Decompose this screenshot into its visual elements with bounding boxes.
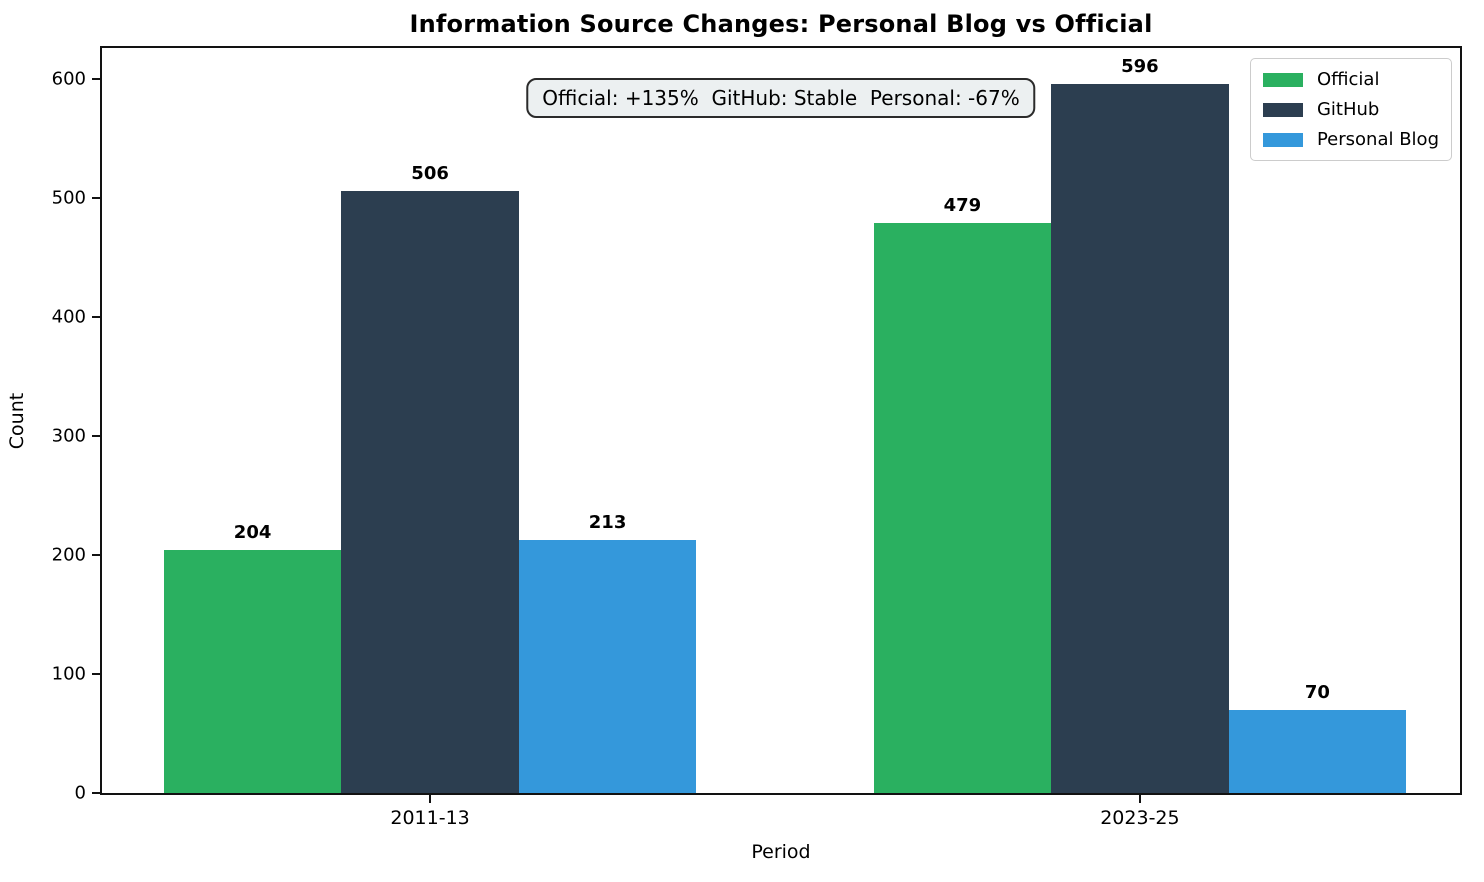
y-tick-label: 500: [51, 187, 86, 209]
bar-github-2023-25: 596: [1051, 56, 1229, 793]
legend: Official GitHub Personal Blog: [1249, 58, 1452, 161]
bar-value-label: 596: [1121, 55, 1159, 77]
legend-label: Personal Blog: [1316, 129, 1439, 150]
x-tick-mark: [429, 795, 432, 803]
bar-value-label: 506: [411, 162, 449, 184]
bar-value-label: 204: [233, 522, 272, 544]
y-tick-label: 600: [51, 68, 86, 90]
y-tick-label: 0: [74, 782, 86, 804]
bar-official-2011-13: 204: [163, 522, 342, 793]
y-tick-mark: [92, 196, 100, 199]
legend-swatch-icon: [1262, 72, 1303, 87]
bar-personal-blog-2023-25: 70: [1228, 682, 1407, 793]
legend-swatch-icon: [1262, 102, 1303, 117]
chart-title: Information Source Changes: Personal Blo…: [409, 10, 1153, 38]
y-tick-mark: [92, 315, 100, 318]
legend-swatch-icon: [1262, 132, 1303, 147]
y-tick-label: 200: [51, 544, 86, 566]
bar-official-2023-25: 479: [873, 195, 1052, 793]
bar-value-label: 213: [588, 511, 627, 533]
bar-value-label: 70: [1304, 681, 1330, 703]
y-tick-label: 300: [51, 425, 86, 447]
bar-github-2011-13: 506: [341, 163, 519, 793]
annotation-box: Official: +135% GitHub: Stable Personal:…: [526, 78, 1036, 118]
bar-personal-blog-2011-13: 213: [518, 512, 697, 793]
bar-value-label: 479: [943, 194, 982, 216]
y-tick-mark: [92, 673, 100, 675]
legend-item-personal-blog: Personal Blog: [1262, 129, 1439, 150]
y-tick-mark: [92, 434, 100, 437]
y-tick-label: 400: [51, 306, 86, 328]
y-tick-mark: [92, 792, 100, 794]
legend-item-github: GitHub: [1262, 99, 1439, 120]
x-tick-mark: [1138, 795, 1141, 803]
x-tick-label: 2023-25: [1100, 807, 1180, 829]
y-tick-label: 100: [51, 663, 86, 685]
legend-label: Official: [1316, 69, 1380, 90]
plot-area: Official: +135% GitHub: Stable Personal:…: [52, 46, 1462, 829]
legend-item-official: Official: [1262, 69, 1439, 90]
y-axis-label: Count: [6, 392, 28, 450]
x-axis-label: Period: [751, 841, 811, 863]
legend-label: GitHub: [1316, 99, 1380, 120]
y-tick-mark: [92, 77, 100, 80]
x-tick-label: 2011-13: [390, 807, 470, 829]
y-tick-mark: [92, 553, 100, 556]
